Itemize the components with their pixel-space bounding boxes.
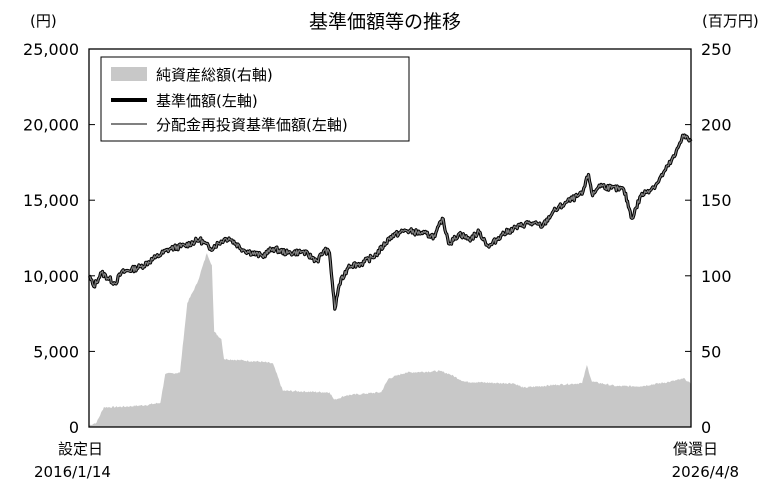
legend-label-nav: 基準価額(左軸) <box>156 92 258 110</box>
plot-frame <box>88 48 692 428</box>
right-tick-label: 250 <box>701 40 732 59</box>
left-tick-label: 15,000 <box>23 191 79 210</box>
chart-title: 基準価額等の推移 <box>309 11 461 33</box>
nav-line <box>87 133 693 311</box>
left-tick-label: 10,000 <box>23 267 79 286</box>
legend-label-net-assets: 純資産総額(右軸) <box>156 66 273 84</box>
right-tick-label: 50 <box>701 342 721 361</box>
legend-label-reinvested: 分配金再投資基準価額(左軸) <box>156 116 348 134</box>
reinvested-nav-line <box>88 134 692 310</box>
legend-swatch-net-assets <box>111 67 147 81</box>
line-layer <box>87 133 693 311</box>
right-tick-label: 100 <box>701 267 732 286</box>
right-tick-label: 0 <box>701 418 711 437</box>
right-tick-label: 150 <box>701 191 732 210</box>
x-start-date: 2016/1/14 <box>34 463 111 481</box>
x-end-date: 2026/4/8 <box>672 463 739 481</box>
left-axis-unit: (円) <box>30 12 57 30</box>
right-tick-label: 200 <box>701 116 732 135</box>
right-axis-unit: (百万円) <box>702 12 759 30</box>
left-tick-label: 20,000 <box>23 116 79 135</box>
x-end-label: 償還日 <box>673 440 718 458</box>
left-tick-label: 5,000 <box>33 342 79 361</box>
x-start-label: 設定日 <box>58 440 103 458</box>
net-assets-area-layer <box>89 253 691 427</box>
left-tick-label: 0 <box>69 418 79 437</box>
net-assets-area <box>89 253 691 427</box>
legend-box <box>100 56 410 142</box>
left-tick-label: 25,000 <box>23 40 79 59</box>
tick-layer: 0 5,000 10,000 15,000 20,000 25,000 0 50 100 150 2… <box>23 40 732 437</box>
legend: 純資産総額(右軸) 基準価額(左軸) 分配金再投資基準価額(左軸) <box>100 56 410 142</box>
